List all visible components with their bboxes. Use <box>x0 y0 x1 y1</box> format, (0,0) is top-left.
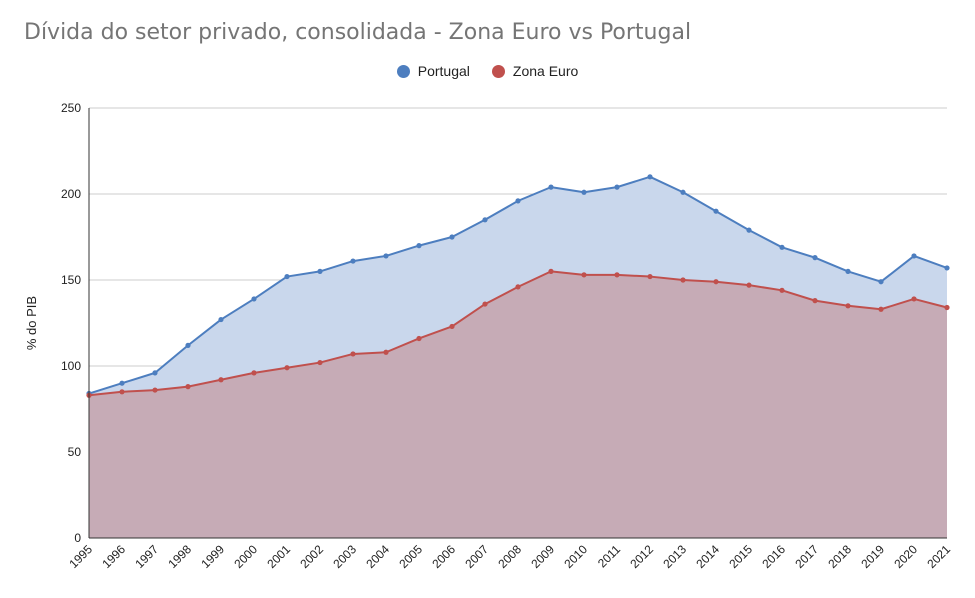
point-zona-euro-2009 <box>548 268 554 274</box>
x-tick-label-1996: 1996 <box>99 542 128 571</box>
point-zona-euro-2008 <box>515 284 521 290</box>
x-tick-label-2012: 2012 <box>627 542 656 571</box>
x-tick-label-2008: 2008 <box>495 542 524 571</box>
x-tick-label-2010: 2010 <box>561 542 590 571</box>
y-tick-label-250: 250 <box>61 101 81 115</box>
point-zona-euro-2014 <box>713 279 719 285</box>
point-zona-euro-2020 <box>911 296 917 302</box>
x-tick-label-2005: 2005 <box>396 542 425 571</box>
legend-item-zona-euro[interactable]: Zona Euro <box>491 63 579 79</box>
x-tick-label-1995: 1995 <box>66 542 95 571</box>
point-portugal-2012 <box>647 174 653 180</box>
x-tick-label-2004: 2004 <box>363 542 392 571</box>
point-zona-euro-2013 <box>680 277 686 283</box>
x-tick-label-2013: 2013 <box>660 542 689 571</box>
x-tick-label-2003: 2003 <box>330 542 359 571</box>
x-tick-label-2006: 2006 <box>429 542 458 571</box>
point-zona-euro-2015 <box>746 282 752 288</box>
legend-label-zona-euro: Zona Euro <box>512 63 579 79</box>
point-portugal-2016 <box>779 244 785 250</box>
area-zona-euro <box>89 271 947 538</box>
point-zona-euro-2012 <box>647 273 653 280</box>
legend-label-portugal: Portugal <box>417 63 470 79</box>
point-portugal-2005 <box>416 243 422 249</box>
point-portugal-2008 <box>515 198 521 204</box>
point-zona-euro-2002 <box>317 359 323 366</box>
point-portugal-1998 <box>185 342 191 348</box>
point-zona-euro-2005 <box>416 335 422 342</box>
point-portugal-2007 <box>482 217 488 223</box>
x-tick-label-2018: 2018 <box>825 542 854 571</box>
point-portugal-1996 <box>119 380 125 386</box>
point-zona-euro-1997 <box>152 387 158 393</box>
point-zona-euro-2011 <box>614 272 620 278</box>
point-portugal-2013 <box>680 189 686 195</box>
y-axis-title: % do PIB <box>24 296 39 350</box>
x-tick-label-2016: 2016 <box>759 542 788 571</box>
legend-marker-zona-euro <box>491 64 505 78</box>
point-portugal-2020 <box>911 253 917 259</box>
point-zona-euro-2004 <box>383 349 389 355</box>
point-portugal-2010 <box>581 189 587 195</box>
x-tick-label-2000: 2000 <box>231 542 260 571</box>
x-tick-label-1999: 1999 <box>198 542 227 571</box>
point-portugal-2017 <box>812 255 818 261</box>
y-tick-label-0: 0 <box>74 531 81 545</box>
point-zona-euro-2018 <box>845 303 851 309</box>
point-portugal-2000 <box>251 296 257 302</box>
x-tick-label-2009: 2009 <box>528 542 557 571</box>
point-portugal-1999 <box>218 316 224 323</box>
point-portugal-2018 <box>845 268 851 274</box>
x-tick-label-2001: 2001 <box>264 542 293 571</box>
x-tick-label-2014: 2014 <box>693 542 722 571</box>
x-tick-label-2020: 2020 <box>891 542 920 571</box>
point-portugal-2021 <box>944 265 950 271</box>
x-tick-label-2021: 2021 <box>924 542 953 571</box>
x-tick-label-1997: 1997 <box>132 542 161 571</box>
point-portugal-2004 <box>383 253 389 259</box>
point-zona-euro-2010 <box>581 272 587 278</box>
point-portugal-2002 <box>317 268 323 274</box>
point-zona-euro-2006 <box>449 323 455 330</box>
point-portugal-2009 <box>548 184 554 190</box>
point-zona-euro-2019 <box>878 306 884 312</box>
point-portugal-2003 <box>350 258 356 264</box>
point-portugal-2001 <box>284 273 290 280</box>
point-zona-euro-1999 <box>218 377 224 383</box>
x-tick-label-2019: 2019 <box>858 542 887 571</box>
x-tick-label-1998: 1998 <box>165 542 194 571</box>
point-zona-euro-2016 <box>779 287 785 293</box>
legend-item-portugal[interactable]: Portugal <box>396 63 470 79</box>
point-zona-euro-2017 <box>812 298 818 304</box>
legend-marker-portugal <box>396 64 410 78</box>
point-zona-euro-2003 <box>350 351 356 357</box>
chart-title: Dívida do setor privado, consolidada - Z… <box>24 20 692 45</box>
point-portugal-2014 <box>713 208 719 214</box>
point-portugal-2015 <box>746 227 752 233</box>
point-portugal-2019 <box>878 279 884 285</box>
y-tick-label-50: 50 <box>68 445 82 459</box>
x-tick-label-2015: 2015 <box>726 542 755 571</box>
point-portugal-1997 <box>152 370 158 376</box>
x-tick-label-2011: 2011 <box>595 542 623 570</box>
x-tick-label-2017: 2017 <box>792 542 821 571</box>
point-zona-euro-1998 <box>185 384 191 390</box>
point-zona-euro-2007 <box>482 301 488 307</box>
point-zona-euro-2001 <box>284 365 290 371</box>
series-areas <box>89 176 947 539</box>
point-zona-euro-2000 <box>251 370 257 376</box>
x-tick-label-2007: 2007 <box>462 542 491 571</box>
y-tick-label-100: 100 <box>61 359 81 373</box>
point-zona-euro-2021 <box>944 304 950 311</box>
point-portugal-2011 <box>614 184 620 190</box>
y-tick-label-200: 200 <box>61 187 81 201</box>
point-zona-euro-1996 <box>119 389 125 395</box>
point-portugal-2006 <box>449 234 455 240</box>
legend: Portugal Zona Euro <box>0 63 975 79</box>
x-tick-label-2002: 2002 <box>297 542 326 571</box>
y-tick-label-150: 150 <box>61 273 81 287</box>
series-points <box>86 174 950 398</box>
